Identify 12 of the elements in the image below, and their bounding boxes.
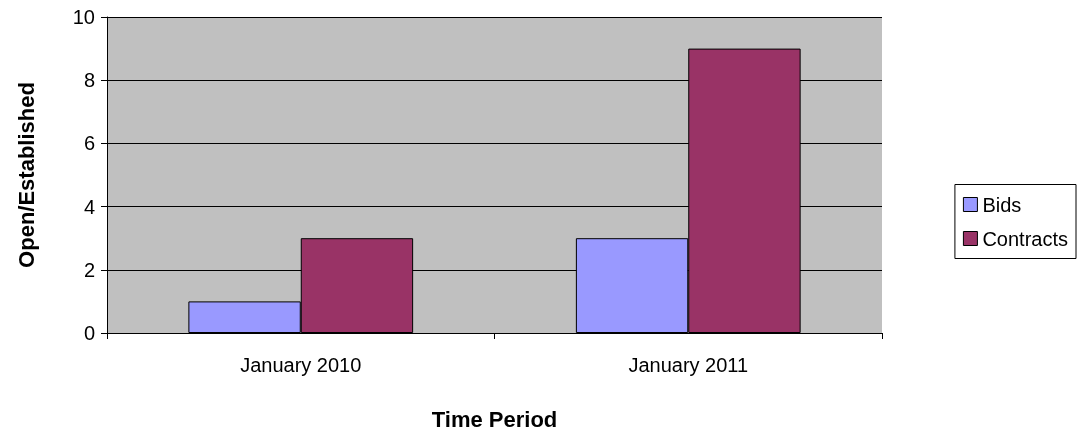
legend-label: Bids bbox=[982, 193, 1022, 216]
y-tick-label: 0 bbox=[83, 322, 95, 344]
y-axis-title: Open/Established bbox=[13, 82, 39, 268]
x-tick-label: January 2010 bbox=[240, 354, 362, 376]
legend-label: Contracts bbox=[982, 227, 1069, 250]
x-axis-title: Time Period bbox=[431, 406, 558, 432]
y-tick-label: 10 bbox=[72, 6, 95, 28]
x-tick-label: January 2011 bbox=[628, 354, 749, 376]
y-tick-label: 6 bbox=[83, 132, 95, 155]
y-tick-label: 2 bbox=[83, 258, 95, 281]
y-tick-label: 8 bbox=[83, 69, 95, 92]
y-tick-label: 4 bbox=[83, 195, 95, 218]
